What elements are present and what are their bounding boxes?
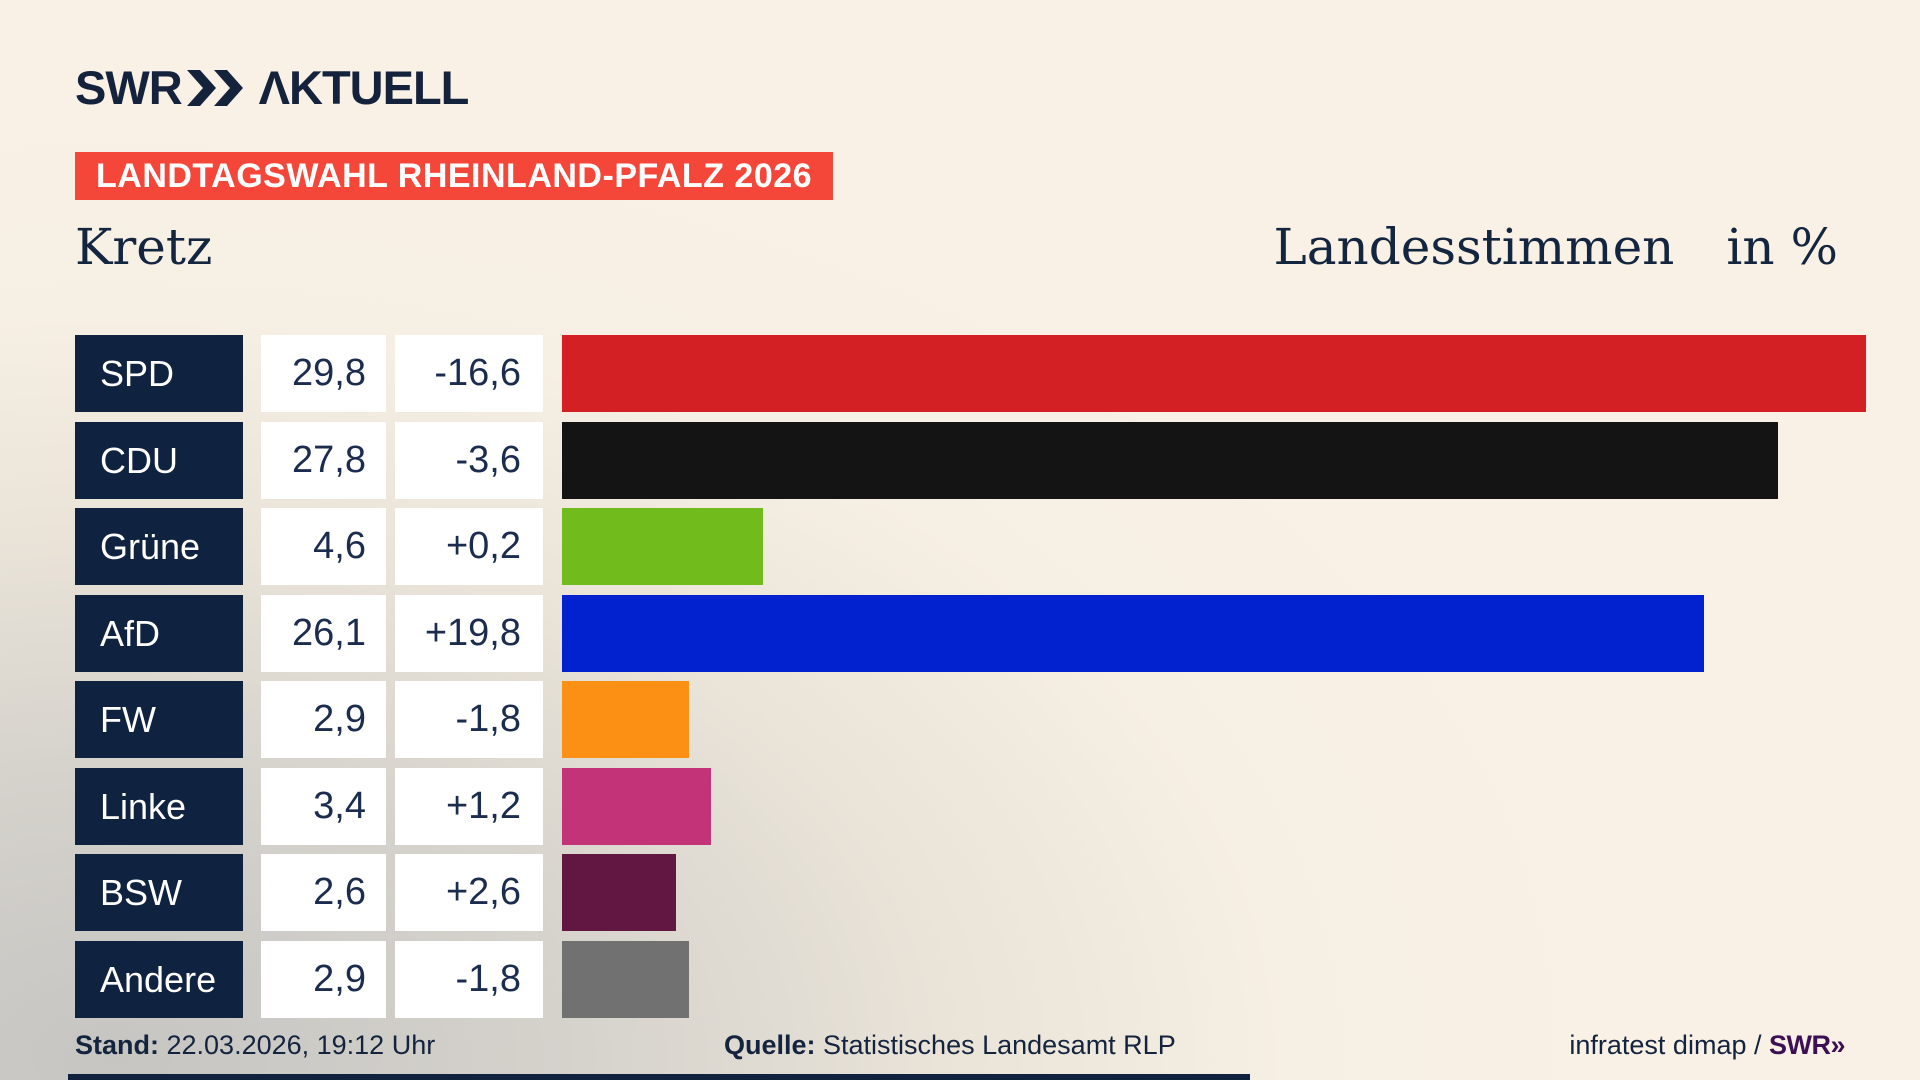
chart-row: BSW 2,6 +2,6	[75, 854, 1920, 931]
result-bar	[562, 854, 676, 931]
result-value: 2,6	[261, 854, 386, 931]
result-bar	[562, 508, 764, 585]
change-value: -1,8	[395, 681, 543, 758]
change-value: -16,6	[395, 335, 543, 412]
swr-logo-small: SWR»	[1768, 1030, 1846, 1060]
chart-row: SPD 29,8 -16,6	[75, 335, 1920, 412]
credit: infratest dimap / SWR»	[1569, 1030, 1845, 1061]
result-value: 26,1	[261, 594, 386, 672]
logo-swr-text: SWR	[75, 61, 183, 114]
party-label: SPD	[75, 335, 243, 412]
result-value: 29,8	[261, 335, 386, 412]
party-label: Andere	[75, 940, 243, 1018]
vote-type-heading: Landesstimmen in %	[1274, 218, 1838, 276]
result-value: 2,9	[261, 940, 386, 1018]
change-value: +19,8	[395, 594, 543, 672]
result-bar	[562, 335, 1866, 412]
bar-chart: SPD 29,8 -16,6 CDU 27,8 -3,6 Grüne 4,6 +0,2 AfD 26…	[75, 335, 1920, 1027]
result-bar	[562, 767, 711, 845]
source: Quelle: Statistisches Landesamt RLP	[724, 1030, 1176, 1061]
chart-row: FW 2,9 -1,8	[75, 681, 1920, 758]
bottom-edge-bar	[68, 1074, 1250, 1080]
result-bar	[562, 594, 1704, 672]
party-label: BSW	[75, 854, 243, 931]
result-bar	[562, 940, 689, 1018]
change-value: -3,6	[395, 421, 543, 499]
unit-label: in %	[1726, 218, 1838, 276]
municipality-title: Kretz	[75, 218, 213, 276]
chart-row: AfD 26,1 +19,8	[75, 594, 1920, 672]
chart-row: CDU 27,8 -3,6	[75, 421, 1920, 499]
timestamp-value: 22.03.2026, 19:12 Uhr	[159, 1030, 436, 1060]
footer: Stand: 22.03.2026, 19:12 Uhr Quelle: Sta…	[0, 1030, 1920, 1066]
election-banner: LANDTAGSWAHL RHEINLAND-PFALZ 2026	[75, 152, 834, 200]
change-value: +1,2	[395, 767, 543, 845]
party-label: AfD	[75, 594, 243, 672]
party-label: Linke	[75, 767, 243, 845]
credit-text: infratest dimap /	[1569, 1030, 1769, 1060]
chart-row: Linke 3,4 +1,2	[75, 767, 1920, 845]
result-value: 27,8	[261, 421, 386, 499]
change-value: +0,2	[395, 508, 543, 585]
double-chevron-icon	[186, 62, 245, 117]
timestamp: Stand: 22.03.2026, 19:12 Uhr	[75, 1030, 435, 1061]
chart-row: Grüne 4,6 +0,2	[75, 508, 1920, 585]
result-value: 2,9	[261, 681, 386, 758]
party-label: Grüne	[75, 508, 243, 585]
party-label: FW	[75, 681, 243, 758]
result-bar	[562, 421, 1779, 499]
source-label: Quelle:	[724, 1030, 816, 1060]
result-bar	[562, 681, 689, 758]
chart-row: Andere 2,9 -1,8	[75, 940, 1920, 1018]
logo-aktuell-text: ΛKTUELL	[258, 61, 470, 114]
vote-type-label: Landesstimmen	[1273, 218, 1675, 276]
change-value: -1,8	[395, 940, 543, 1018]
result-value: 3,4	[261, 767, 386, 845]
party-label: CDU	[75, 421, 243, 499]
result-value: 4,6	[261, 508, 386, 585]
swr-aktuell-logo: SWR ΛKTUELL	[75, 58, 470, 117]
timestamp-label: Stand:	[75, 1030, 159, 1060]
source-value: Statistisches Landesamt RLP	[815, 1030, 1176, 1060]
change-value: +2,6	[395, 854, 543, 931]
